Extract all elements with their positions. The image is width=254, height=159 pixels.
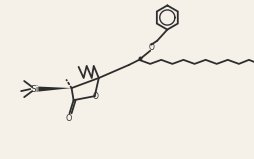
Text: O: O (148, 43, 154, 52)
Text: O: O (93, 92, 99, 101)
Text: O: O (65, 114, 72, 123)
Text: Si: Si (30, 85, 38, 94)
Polygon shape (38, 86, 72, 92)
